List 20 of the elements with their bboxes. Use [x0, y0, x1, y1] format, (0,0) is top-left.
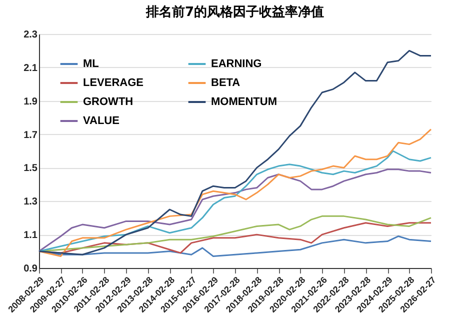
- y-tick-label: 1.7: [24, 130, 38, 141]
- legend-label: MOMENTUM: [211, 96, 277, 108]
- y-tick-label: 0.9: [24, 264, 38, 274]
- line-series: [38, 168, 432, 252]
- line-series: [38, 128, 432, 258]
- chart-title: 排名前7的风格因子收益率净值: [144, 4, 324, 20]
- legend-label: ML: [83, 58, 100, 70]
- line-series: [38, 150, 432, 252]
- y-tick-label: 1.9: [24, 96, 38, 108]
- y-tick-label: 2.1: [24, 62, 38, 74]
- legend-label: EARNING: [211, 58, 262, 70]
- y-tick-label: 2.3: [24, 30, 38, 40]
- legend-label: LEVERAGE: [83, 77, 144, 89]
- y-tick-label: 1.3: [24, 196, 38, 208]
- line-series: [38, 50, 432, 256]
- y-tick-label: 1.5: [24, 163, 38, 174]
- legend-label: GROWTH: [83, 96, 134, 108]
- y-tick-label: 1.1: [24, 230, 38, 242]
- legend-label: BETA: [211, 77, 240, 89]
- legend-label: VALUE: [83, 115, 120, 127]
